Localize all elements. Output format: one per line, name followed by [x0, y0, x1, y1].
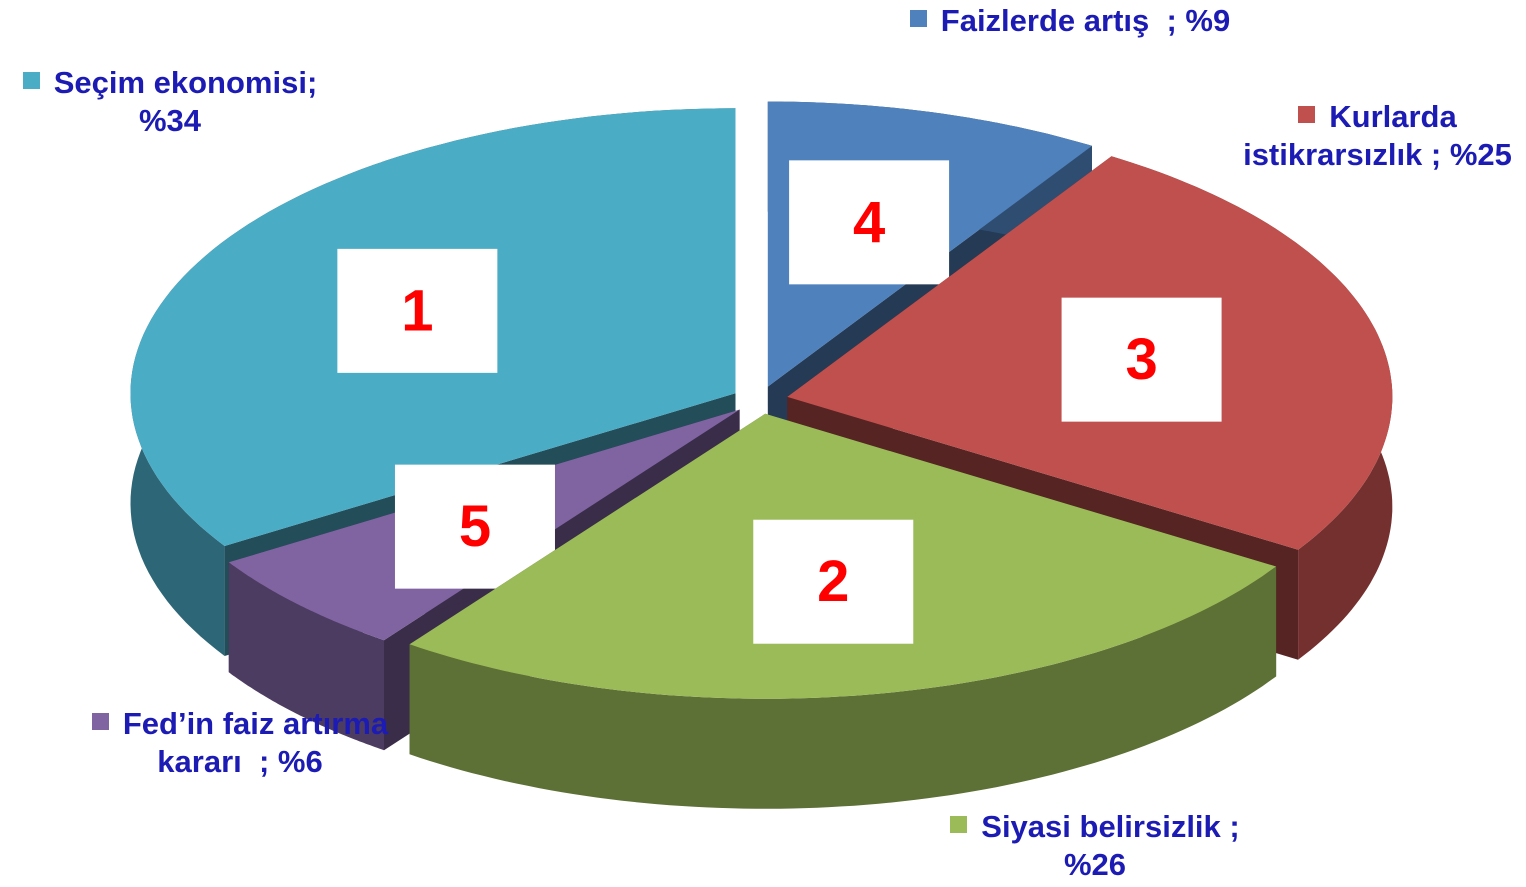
value-label: ; %34 — [138, 65, 326, 138]
value-label: ; %26 — [1063, 809, 1249, 882]
rank-box — [337, 248, 498, 373]
rank-label: 4 — [853, 190, 885, 255]
rank-label: 1 — [401, 278, 433, 343]
legend-marker — [22, 72, 40, 89]
slice: 2 — [409, 413, 1277, 809]
data-label: Faizlerde artış ; %9 — [905, 2, 1235, 40]
value-label: ; %9 — [1149, 3, 1231, 38]
legend-marker — [950, 816, 968, 833]
value-label: ; %6 — [241, 744, 323, 779]
data-label: Kurlarda istikrarsızlık ; %25 — [1235, 98, 1520, 174]
slice-wall — [228, 562, 384, 751]
rank-label: 5 — [459, 494, 491, 559]
data-label: Seçim ekonomisi; %34 — [15, 64, 325, 140]
rank-label: 2 — [817, 549, 849, 614]
rank-box — [789, 160, 950, 285]
category-label: Seçim ekonomisi — [53, 65, 307, 100]
slice-wall — [409, 566, 1277, 809]
legend-marker — [1298, 106, 1316, 123]
category-label: Fed’in faiz artırma kararı — [122, 706, 397, 779]
data-label: Siyasi belirsizlik ; %26 — [920, 808, 1270, 884]
category-label: Siyasi belirsizlik — [981, 809, 1221, 844]
legend-marker — [91, 713, 109, 730]
category-label: Kurlarda istikrarsızlık — [1243, 99, 1466, 172]
value-label: ; %25 — [1422, 137, 1512, 172]
legend-marker — [909, 10, 927, 27]
category-label: Faizlerde artış — [940, 3, 1150, 38]
rank-label: 3 — [1125, 327, 1157, 392]
rank-box — [753, 519, 914, 644]
data-label: Fed’in faiz artırma kararı ; %6 — [75, 705, 405, 781]
rank-box — [1061, 297, 1222, 422]
